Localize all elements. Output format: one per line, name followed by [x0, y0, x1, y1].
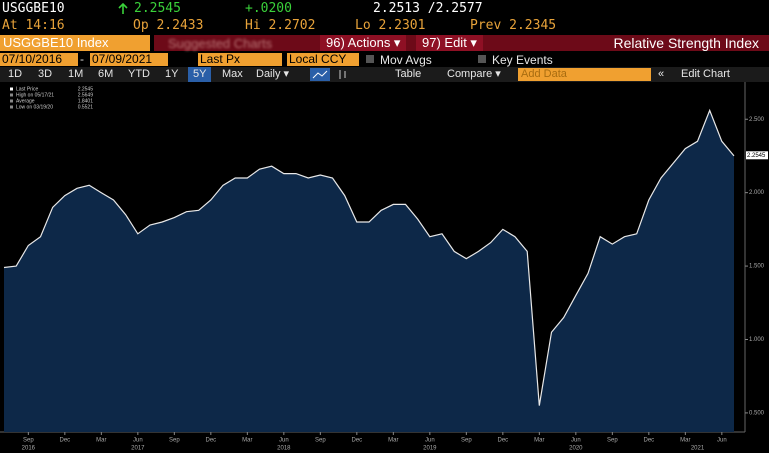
x-tick-label: Sep [23, 438, 34, 444]
year-label: 2016 [22, 446, 36, 452]
x-tick-label: Jun [717, 438, 727, 444]
legend-swatch [10, 93, 13, 97]
line-chart-icon[interactable] [310, 68, 330, 81]
legend-label: Average [16, 98, 35, 104]
legend-swatch [10, 99, 13, 103]
x-tick-label: Dec [351, 438, 362, 444]
year-label: 2019 [423, 446, 437, 452]
mov-avgs[interactable]: Mov Avgs [380, 53, 432, 67]
bar-chart-icon[interactable] [336, 68, 350, 81]
settings-bar: 07/10/2016 - 07/09/2021 Last Px Local CC… [0, 52, 769, 67]
checkbox[interactable] [478, 55, 486, 63]
year-label: 2021 [691, 446, 705, 452]
legend-value: 2.5649 [78, 92, 94, 98]
security-box[interactable]: USGGBE10 Index [0, 35, 150, 51]
x-tick-label: Jun [279, 438, 289, 444]
x-tick-label: Sep [169, 438, 180, 444]
range-button[interactable]: 1Y [165, 68, 179, 80]
range-button[interactable]: YTD [128, 68, 150, 80]
x-tick-label: Mar [242, 438, 252, 444]
y-tick-label: 1.500 [749, 264, 765, 270]
axis-panel [745, 82, 769, 452]
range-button[interactable]: Max [222, 68, 243, 80]
legend-swatch [10, 87, 13, 91]
end-date[interactable]: 07/09/2021 [90, 53, 168, 66]
y-tick-label: 0.500 [749, 410, 765, 416]
range-button[interactable]: 3D [38, 68, 53, 80]
price-line [3, 108, 735, 406]
x-tick-label: Mar [96, 438, 106, 444]
year-label: 2018 [277, 446, 291, 452]
function-bar: USGGBE10 Index Suggested Charts 96) Acti… [0, 34, 769, 52]
x-tick-label: Jun [425, 438, 435, 444]
add-data[interactable]: Add Data [518, 68, 651, 81]
legend-value: 1.8401 [78, 98, 94, 104]
x-tick-label: Mar [680, 438, 690, 444]
legend-value: 0.5521 [78, 104, 94, 110]
key-events[interactable]: Key Events [492, 53, 553, 67]
x-tick-label: Jun [571, 438, 581, 444]
x-tick-label: Jun [133, 438, 143, 444]
legend-swatch [10, 105, 13, 109]
x-tick-label: Sep [607, 438, 618, 444]
checkbox[interactable] [366, 55, 374, 63]
open: Op 2.2433 [133, 18, 204, 33]
x-tick-label: Dec [205, 438, 216, 444]
frequency[interactable]: Daily ▾ [256, 68, 290, 80]
x-tick-label: Sep [315, 438, 326, 444]
legend-label: Last Price [16, 86, 38, 92]
range-button-active[interactable]: 5Y [188, 67, 212, 82]
y-tick-label: 1.000 [749, 337, 765, 343]
date-dash: - [80, 52, 84, 66]
high: Hi 2.2702 [245, 18, 316, 33]
year-label: 2020 [569, 446, 583, 452]
table-button[interactable]: Table [395, 68, 422, 80]
last-price-label: 2.2545 [747, 153, 766, 159]
legend-value: 2.2545 [78, 86, 94, 92]
chart: 0.500 1.000 1.500 2.000 2.500 Sep Dec Mar Jun Sep… [0, 82, 769, 453]
x-tick-label: Dec [643, 438, 654, 444]
up-arrow [118, 3, 128, 14]
range-button[interactable]: 1M [68, 68, 84, 80]
start-date[interactable]: 07/10/2016 [0, 53, 78, 66]
y-tick-label: 2.000 [749, 190, 765, 196]
chart-title: Relative Strength Index [613, 35, 759, 51]
collapse[interactable]: « [658, 68, 665, 80]
year-label: 2017 [131, 446, 145, 452]
price-field[interactable]: Last Px [198, 53, 282, 66]
edit-chart[interactable]: Edit Chart [681, 68, 730, 80]
x-tick-label: Dec [59, 438, 70, 444]
y-tick-label: 2.500 [749, 117, 765, 123]
ticker: USGGBE10 [2, 1, 65, 16]
time: At 14:16 [2, 18, 65, 33]
edit-menu[interactable]: 97) Edit ▾ [416, 35, 483, 51]
bid-ask: 2.2513 /2.2577 [373, 1, 483, 16]
x-tick-label: Dec [497, 438, 508, 444]
compare-button[interactable]: Compare ▾ [447, 68, 501, 80]
quote-row: USGGBE10 2.2545 +.0200 2.2513 /2.2577 [0, 0, 769, 18]
last-price-marker [746, 151, 768, 160]
range-button[interactable]: 6M [98, 68, 114, 80]
actions-menu[interactable]: 96) Actions ▾ [320, 35, 407, 51]
last-price: 2.2545 [134, 1, 181, 16]
suggested-charts[interactable]: Suggested Charts [168, 36, 273, 51]
prev: Prev 2.2345 [470, 18, 557, 33]
stats-row: At 14:16 Op 2.2433 Hi 2.2702 Lo 2.2301 P… [0, 18, 769, 34]
low: Lo 2.2301 [355, 18, 426, 33]
x-tick-label: Mar [388, 438, 398, 444]
x-tick-label: Mar [534, 438, 544, 444]
change: +.0200 [245, 1, 292, 16]
legend-label: Low on 03/19/20 [16, 104, 53, 110]
range-bar: 1D 3D 1M 6M YTD 1Y 5Y Max Daily ▾ Table … [0, 67, 769, 82]
x-tick-label: Sep [461, 438, 472, 444]
range-button[interactable]: 1D [8, 68, 23, 80]
currency[interactable]: Local CCY [287, 53, 359, 66]
area [4, 110, 734, 433]
legend-label: High on 05/17/21 [16, 92, 54, 98]
